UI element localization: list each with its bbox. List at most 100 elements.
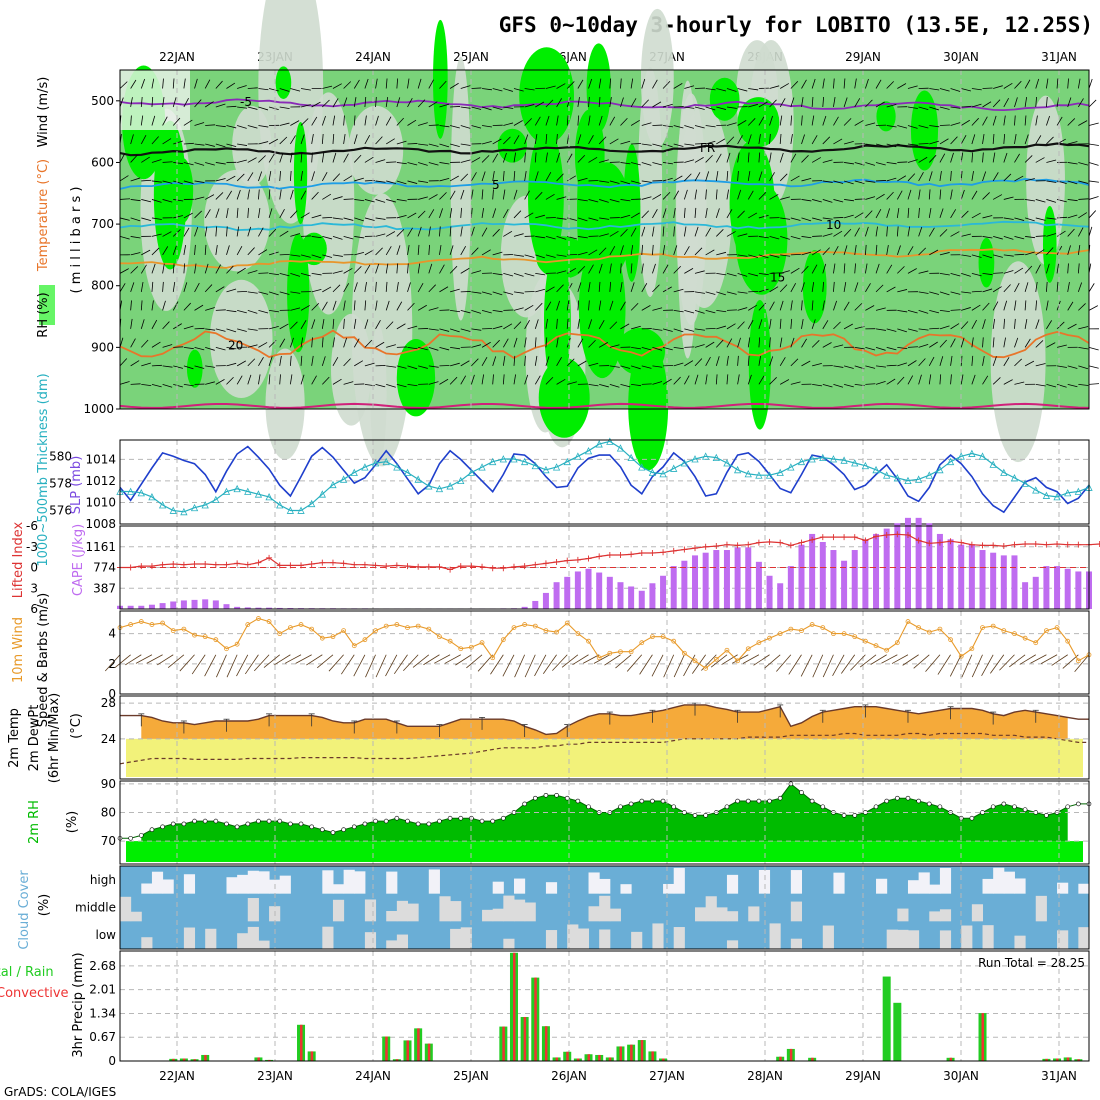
- rh-marker: [373, 818, 378, 824]
- wind-barb: [162, 161, 173, 163]
- wind-barb: [194, 346, 205, 351]
- wind-barb: [396, 117, 404, 126]
- wind-barb: [822, 96, 825, 108]
- thickness-marker: [446, 482, 454, 490]
- wind-barb: [705, 341, 715, 348]
- wind-barb: [268, 106, 279, 111]
- cape-bar: [968, 544, 975, 609]
- cloud-gap-cell: [918, 872, 930, 894]
- wind-barb: [428, 328, 439, 331]
- wind-speed-marker: [138, 619, 144, 624]
- lifted-index-marker: [329, 559, 336, 566]
- wind-barb: [556, 115, 559, 126]
- rh-marker: [415, 821, 421, 827]
- wind-barb: [481, 141, 492, 145]
- cloud-gap-cell: [929, 911, 941, 922]
- lifted-index-marker: [372, 562, 379, 569]
- rh-marker: [1076, 801, 1081, 807]
- wind-barb: [289, 355, 292, 366]
- wind-barb: [130, 217, 141, 222]
- wind-barb: [652, 263, 656, 274]
- wind-barb-10m: [114, 654, 131, 668]
- wind-barb: [417, 99, 426, 108]
- wind-barb: [939, 208, 944, 219]
- thickness-marker: [371, 459, 380, 467]
- wind-barb: [811, 135, 818, 145]
- lifted-index-marker: [830, 534, 837, 541]
- wind-barb: [151, 263, 156, 274]
- precip-convective-bar: [502, 1026, 505, 1061]
- wind-barb: [907, 360, 917, 367]
- wind-barb: [289, 374, 293, 385]
- wind-barb: [726, 355, 729, 366]
- wind-barb: [407, 180, 418, 184]
- wind-barb: [747, 374, 752, 385]
- wind-barb: [173, 180, 183, 185]
- wind-barb: [609, 383, 620, 388]
- lifted-index-marker: [127, 564, 134, 571]
- rh-marker: [362, 821, 368, 827]
- lifted-index-marker: [1011, 541, 1018, 548]
- wind-barb: [503, 136, 511, 145]
- wind-barb: [524, 355, 526, 366]
- wind-barb: [737, 135, 743, 145]
- day-label-top: 22JAN: [159, 50, 195, 64]
- cloud-gap-cell: [205, 928, 217, 949]
- wind-barb: [140, 319, 145, 329]
- wind-barb: [1035, 340, 1044, 348]
- wind-speed-marker: [607, 650, 613, 656]
- lifted-index-marker: [223, 561, 230, 568]
- cloud-gap-cell: [1078, 927, 1090, 949]
- cape-bar: [170, 601, 177, 609]
- wind-barb: [673, 226, 675, 237]
- rh-marker: [905, 795, 911, 801]
- wind-barb: [204, 226, 208, 237]
- wind-barb: [875, 208, 882, 219]
- wind-barb: [1025, 178, 1035, 182]
- rh-marker: [756, 798, 762, 804]
- wind-barb-10m: [572, 654, 589, 665]
- lifted-index-marker: [361, 561, 368, 568]
- wind-barb: [865, 99, 873, 108]
- rh-marker: [170, 821, 176, 827]
- rh-marker: [522, 801, 527, 807]
- wind-barb: [460, 189, 465, 200]
- cape-bar: [234, 606, 241, 609]
- rh-moist-patch: [709, 77, 740, 121]
- wind-barb: [151, 115, 156, 126]
- wind-barb: [492, 291, 503, 296]
- wind-barb: [950, 122, 961, 126]
- wind-barb: [236, 226, 240, 237]
- wind-barb: [449, 288, 460, 293]
- wind-barb: [439, 328, 450, 332]
- wind-speed-marker: [745, 646, 751, 652]
- thickness-marker: [872, 465, 880, 474]
- wind-barb: [513, 254, 524, 257]
- wind-barb: [918, 189, 921, 200]
- wind-barb: [471, 226, 475, 237]
- wind-barb: [790, 267, 800, 274]
- wind-barb: [1067, 323, 1077, 330]
- wind-barb: [577, 300, 580, 311]
- wind-barb: [982, 116, 988, 126]
- lifted-index-marker: [138, 563, 145, 570]
- wind-barb: [130, 134, 134, 145]
- wind-barb: [662, 208, 667, 219]
- wind-barb-10m: [1074, 654, 1090, 673]
- wind-barb: [641, 196, 652, 200]
- cloud-gap-cell: [1014, 878, 1026, 894]
- wind-barb: [790, 358, 799, 367]
- wind-barb-10m: [651, 654, 664, 677]
- cloud-gap-cell: [790, 938, 802, 949]
- wind-barb: [865, 122, 876, 126]
- wind-barb: [684, 360, 694, 367]
- wind-barb: [439, 346, 450, 351]
- wind-barb: [385, 281, 388, 292]
- wind-barb: [1035, 199, 1046, 203]
- cloud-gap-cell: [907, 930, 920, 949]
- lifted-index-marker: [340, 560, 347, 567]
- precip-convective-bar: [534, 977, 537, 1061]
- thickness-marker: [308, 499, 316, 508]
- wind-barb: [1024, 79, 1031, 89]
- wind-barb: [1024, 97, 1028, 108]
